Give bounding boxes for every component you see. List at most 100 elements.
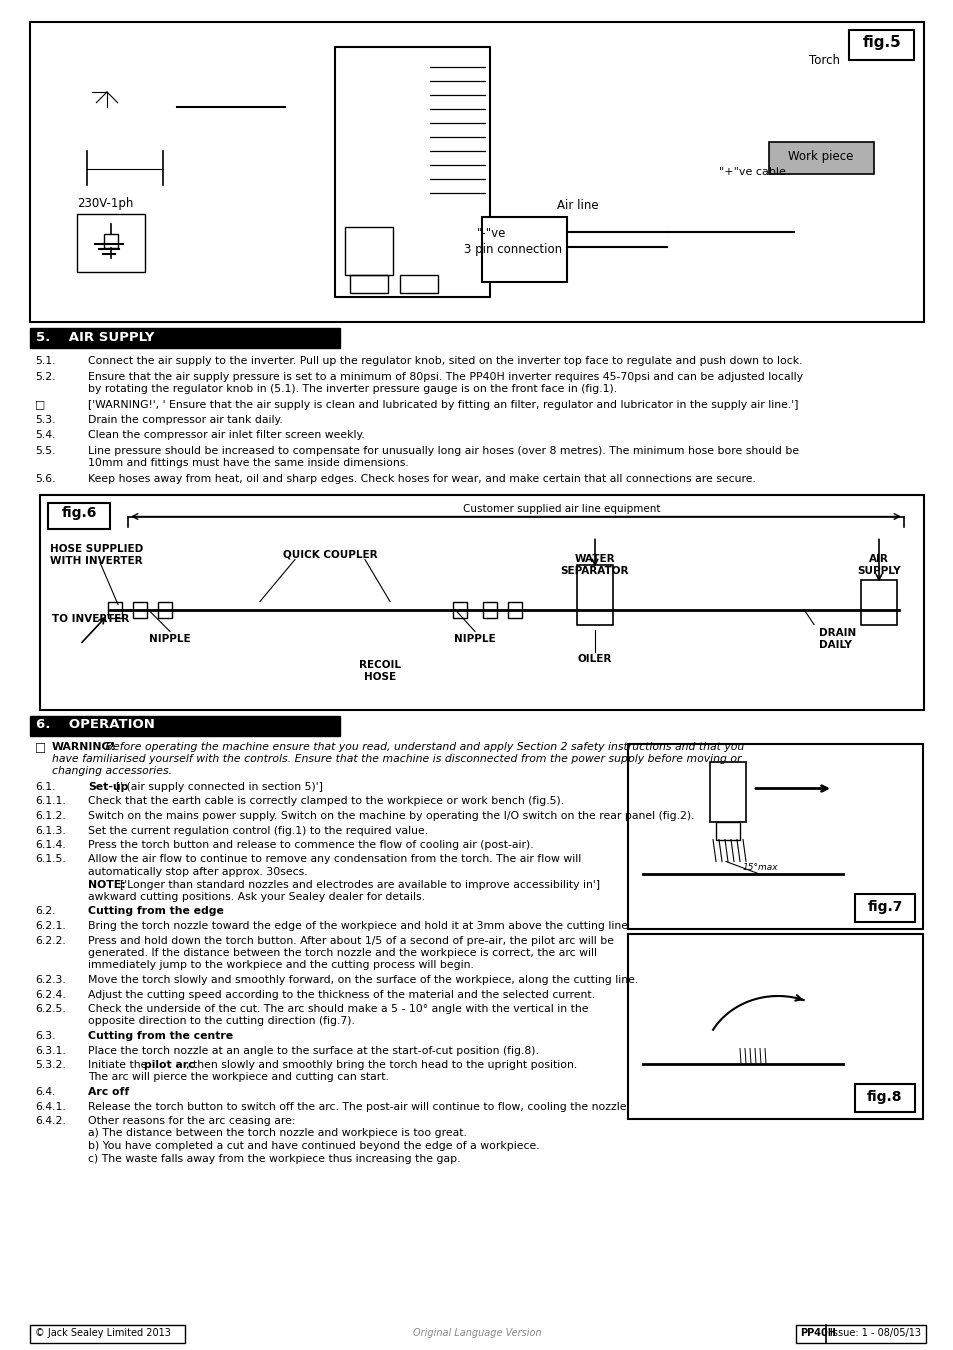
Text: © Jack Sealey Limited 2013: © Jack Sealey Limited 2013 [35,1328,171,1338]
Text: □: □ [35,741,46,755]
Text: WARNING!: WARNING! [52,741,116,752]
Text: 6.1.5.: 6.1.5. [35,855,66,864]
Text: AIR: AIR [868,555,888,564]
Text: Set the current regulation control (fig.1) to the required value.: Set the current regulation control (fig.… [88,825,428,836]
Bar [627,933,923,1119]
Text: Check the underside of the cut. The arc should make a 5 - 10° angle with the ver: Check the underside of the cut. The arc … [88,1004,588,1014]
Text: Bring the torch nozzle toward the edge of the workpiece and hold it at 3mm above: Bring the torch nozzle toward the edge o… [88,921,631,931]
Text: 6.3.1.: 6.3.1. [35,1045,66,1056]
Text: 6.2.5.: 6.2.5. [35,1004,66,1014]
Text: Air line: Air line [557,198,598,212]
Text: Press the torch button and release to commence the flow of cooling air (post-air: Press the torch button and release to co… [88,840,533,850]
Text: 6.4.: 6.4. [35,1087,55,1098]
Ellipse shape [83,69,131,115]
Text: b) You have completed a cut and have continued beyond the edge of a workpiece.: b) You have completed a cut and have con… [88,1141,539,1152]
Polygon shape [748,97,888,157]
Text: DRAIN: DRAIN [818,628,856,637]
Text: Ensure that the air supply pressure is set to a minimum of 80psi. The PP40H inve: Ensure that the air supply pressure is s… [88,371,802,382]
Text: Switch on the mains power supply. Switch on the machine by operating the I/O swi: Switch on the mains power supply. Switch… [88,811,694,821]
Bar [482,602,497,617]
Text: Press and hold down the torch button. After about 1/5 of a second of pre-air, th: Press and hold down the torch button. Af… [88,936,614,945]
Circle shape [402,235,416,248]
Text: 5.    AIR SUPPLY: 5. AIR SUPPLY [36,331,154,344]
Bar [768,142,873,174]
Text: HOSE SUPPLIED: HOSE SUPPLIED [50,544,143,555]
Ellipse shape [577,617,613,637]
Bar [716,822,740,840]
Text: Clean the compressor air inlet filter screen weekly.: Clean the compressor air inlet filter sc… [88,431,364,440]
Text: Initiate the: Initiate the [88,1060,151,1071]
Text: 6.2.3.: 6.2.3. [35,975,66,985]
Text: "+"ve cable: "+"ve cable [719,167,785,177]
Circle shape [353,235,385,267]
Text: Move the torch slowly and smoothly forward, on the surface of the workpiece, alo: Move the torch slowly and smoothly forwa… [88,975,638,985]
Text: Arc off: Arc off [88,1087,129,1098]
Text: have familiarised yourself with the controls. Ensure that the machine is disconn: have familiarised yourself with the cont… [52,755,740,764]
Text: 6.2.4.: 6.2.4. [35,990,66,999]
Polygon shape [740,967,811,1027]
Bar [40,494,923,710]
Text: Before operating the machine ensure that you read, understand and apply Section : Before operating the machine ensure that… [102,741,743,752]
Text: awkward cutting positions. Ask your Sealey dealer for details.: awkward cutting positions. Ask your Seal… [88,892,424,902]
Text: 6.2.1.: 6.2.1. [35,921,66,931]
Text: fig.5: fig.5 [862,35,901,50]
Text: RECOIL: RECOIL [358,660,400,670]
Text: ['Longer than standard nozzles and electrodes are available to improve accessibi: ['Longer than standard nozzles and elect… [120,879,599,890]
Bar [795,1324,925,1343]
Text: □: □ [35,400,45,409]
Text: 5.4.: 5.4. [35,431,55,440]
Text: Keep hoses away from heat, oil and sharp edges. Check hoses for wear, and make c: Keep hoses away from heat, oil and sharp… [88,474,755,485]
Text: [' (air supply connected in section 5)']: [' (air supply connected in section 5)'] [116,782,323,792]
Text: Customer supplied air line equipment: Customer supplied air line equipment [463,505,660,514]
Bar [861,579,896,625]
Text: OILER: OILER [578,655,612,664]
Bar [453,602,467,617]
Bar [481,217,566,282]
Bar [48,502,110,528]
Text: 6.1.3.: 6.1.3. [35,825,66,836]
Text: 6.4.2.: 6.4.2. [35,1116,66,1126]
Bar [399,275,437,293]
Text: PP40H: PP40H [800,1328,835,1338]
Bar [132,602,147,617]
Text: 5.1.: 5.1. [35,356,55,366]
Text: Check that the earth cable is correctly clamped to the workpiece or work bench (: Check that the earth cable is correctly … [88,796,563,806]
Circle shape [69,151,105,188]
Text: 5.6.: 5.6. [35,474,55,485]
Text: automatically stop after approx. 30secs.: automatically stop after approx. 30secs. [88,867,307,878]
Text: Cutting from the centre: Cutting from the centre [88,1031,233,1041]
Circle shape [145,151,181,188]
Bar [77,215,145,271]
Text: generated. If the distance between the torch nozzle and the workpiece is correct: generated. If the distance between the t… [88,948,597,958]
Text: Issue: 1 - 08/05/13: Issue: 1 - 08/05/13 [829,1328,920,1338]
Text: ['WARNING!', ' Ensure that the air supply is clean and lubricated by fitting an : ['WARNING!', ' Ensure that the air suppl… [88,400,798,409]
Text: Set-up: Set-up [88,782,129,792]
Text: 6.    OPERATION: 6. OPERATION [36,718,154,732]
Text: Drain the compressor air tank daily.: Drain the compressor air tank daily. [88,414,282,425]
Bar [709,761,745,822]
Text: 6.4.1.: 6.4.1. [35,1102,66,1111]
Text: SEPARATOR: SEPARATOR [560,567,629,576]
Text: The arc will pierce the workpiece and cutting can start.: The arc will pierce the workpiece and cu… [88,1072,389,1083]
Text: 5.2.: 5.2. [35,371,55,382]
Text: Torch: Torch [808,54,840,68]
Bar [350,275,388,293]
Bar [507,602,521,617]
Text: WATER: WATER [574,555,615,564]
Text: Release the torch button to switch off the arc. The post-air will continue to fl: Release the torch button to switch off t… [88,1102,629,1111]
Text: QUICK COUPLER: QUICK COUPLER [282,549,377,559]
Bar [158,602,172,617]
Text: , then slowly and smoothly bring the torch head to the upright position.: , then slowly and smoothly bring the tor… [186,1060,577,1071]
Text: Place the torch nozzle at an angle to the surface at the start-of-cut position (: Place the torch nozzle at an angle to th… [88,1045,538,1056]
Bar [854,894,914,922]
Text: 230V-1ph: 230V-1ph [77,197,133,211]
Text: Allow the air flow to continue to remove any condensation from the torch. The ai: Allow the air flow to continue to remove… [88,855,580,864]
Text: NIPPLE: NIPPLE [149,634,191,644]
Text: 6.1.4.: 6.1.4. [35,840,66,850]
Text: TO INVERTER: TO INVERTER [52,614,129,625]
Text: 5.3.2.: 5.3.2. [35,1060,66,1071]
Text: Other reasons for the arc ceasing are:: Other reasons for the arc ceasing are: [88,1116,295,1126]
Text: Connect the air supply to the inverter. Pull up the regulator knob, sited on the: Connect the air supply to the inverter. … [88,356,801,366]
Bar [30,328,339,348]
Bar [627,744,923,929]
